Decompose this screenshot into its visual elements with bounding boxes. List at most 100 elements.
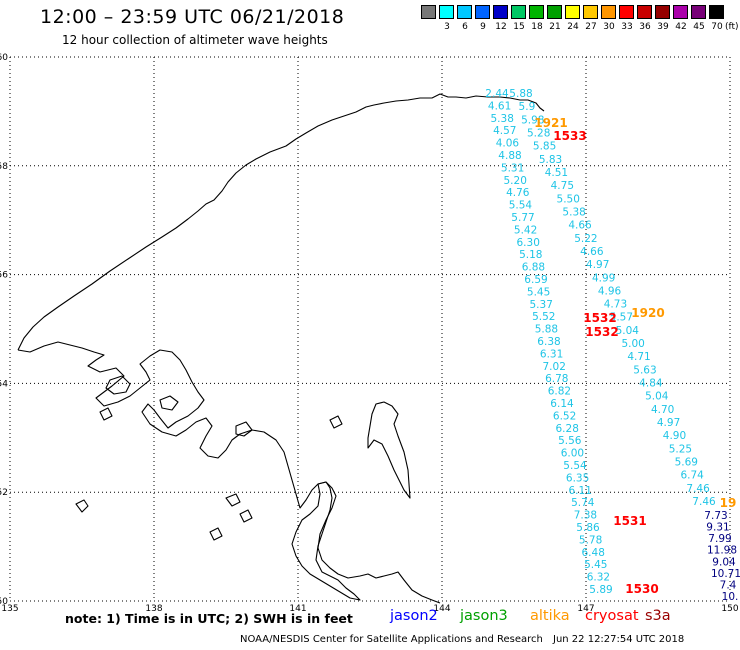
lat-tick-label: 52 <box>0 488 8 498</box>
track-b-value: 4.97 <box>586 259 609 271</box>
scale-swatch <box>619 5 634 19</box>
coastline-sakhalin-south <box>291 481 361 601</box>
scale-swatch <box>421 5 436 19</box>
scale-swatch <box>637 5 652 19</box>
scale-label: 33 <box>621 22 633 32</box>
pass-time-label: 1531 <box>613 514 646 528</box>
lat-tick-label: 58 <box>0 162 8 172</box>
lon-tick-label: 135 <box>1 604 18 614</box>
footer-note: note: 1) Time is in UTC; 2) SWH is in fe… <box>65 611 353 626</box>
island-3 <box>235 421 253 437</box>
track-a-value: 7.38 <box>574 510 597 522</box>
track-b-value: 4.97 <box>657 417 680 429</box>
track-c-value: 9.04 <box>712 556 736 568</box>
track-b-value: 5.69 <box>675 457 698 469</box>
track-a-value: 5.38 <box>491 113 514 125</box>
track-a-value: 6.82 <box>548 386 571 398</box>
island-5 <box>239 509 253 523</box>
track-a-value: 6.78 <box>545 373 568 385</box>
track-a-value: 6.11 <box>569 485 592 497</box>
track-a-value: 5.54 <box>563 460 587 472</box>
track-c-value: 7.73 <box>704 510 727 522</box>
track-a-value: 5.74 <box>571 497 595 509</box>
track-b-value: 5.04 <box>645 391 669 403</box>
track-a-value: 5.77 <box>511 212 534 224</box>
track-a-value: 4.06 <box>496 138 520 150</box>
scale-swatch <box>457 5 472 19</box>
lat-tick-label: 56 <box>0 271 8 281</box>
track-a-value: 4.76 <box>506 187 530 199</box>
track-a-value: 5.45 <box>584 559 607 571</box>
coastline <box>17 93 545 604</box>
track-b-value: 4.75 <box>551 180 574 192</box>
island-9 <box>99 407 113 421</box>
track-b-value: 4.96 <box>598 285 622 297</box>
track-a-value: 5.78 <box>579 534 602 546</box>
track-b-value: 4.90 <box>663 430 686 442</box>
track-a-value: 5.52 <box>532 311 555 323</box>
scale-swatch <box>547 5 562 19</box>
track-b-value: 5.85 <box>533 141 556 153</box>
track-a-value: 5.31 <box>501 162 524 174</box>
track-b-value: 5.57 <box>610 312 633 324</box>
scale-label: 21 <box>549 22 561 32</box>
island-4 <box>225 493 241 507</box>
generated-timestamp: Jun 22 12:27:54 UTC 2018 <box>553 634 685 645</box>
scale-swatch <box>673 5 688 19</box>
altimeter-tracks: 2.444.615.384.574.064.885.315.204.765.54… <box>485 88 740 603</box>
track-b-value: 4.66 <box>568 220 592 232</box>
scale-swatch <box>493 5 508 19</box>
track-c-value: 10.71 <box>711 568 740 580</box>
track-a-value: 6.31 <box>540 348 563 360</box>
scale-label: 18 <box>531 22 543 32</box>
track-a-value: 5.88 <box>535 324 558 336</box>
credit-line: NOAA/NESDIS Center for Satellite Applica… <box>240 634 543 645</box>
track-b-value: 5.28 <box>527 127 550 139</box>
track-a-value: 5.18 <box>519 249 542 261</box>
scale-label: 70 <box>711 22 723 32</box>
satellite-jason3: jason3 <box>460 608 508 624</box>
scale-label: 36 <box>639 22 651 32</box>
track-b-value: 5.50 <box>557 193 580 205</box>
lat-tick-label: 50 <box>0 597 8 607</box>
track-b-value: 7.46 <box>692 496 716 508</box>
track-a-value: 5.45 <box>527 286 550 298</box>
scale-swatch <box>565 5 580 19</box>
satellite-cryosat: cryosat <box>585 608 639 624</box>
island-8 <box>329 415 343 429</box>
pass-time-label: 1532 <box>583 311 616 325</box>
track-a-value: 5.37 <box>530 299 553 311</box>
track-c-value: 11.98 <box>707 545 737 557</box>
track-a-value: 5.20 <box>504 175 527 187</box>
track-b-value: 5.22 <box>574 233 597 245</box>
scale-label: 39 <box>657 22 669 32</box>
scale-label: 3 <box>444 22 450 32</box>
track-a-value: 4.61 <box>488 100 511 112</box>
island-7 <box>209 527 223 541</box>
lon-tick-label: 144 <box>433 604 450 614</box>
island-2 <box>159 395 179 411</box>
track-a-value: 5.42 <box>514 224 537 236</box>
coastline-west-gulf <box>17 341 441 604</box>
scale-label: 24 <box>567 22 579 32</box>
satellite-jason2: jason2 <box>390 608 438 624</box>
track-b-value: 6.74 <box>680 470 704 482</box>
pass-time-label: 1532 <box>585 325 618 339</box>
scale-label: 45 <box>693 22 705 32</box>
pass-time-label: 1533 <box>553 129 586 143</box>
track-c-value: 10. <box>722 591 739 603</box>
track-b-value: 4.51 <box>545 167 568 179</box>
track-a-value: 6.38 <box>537 336 560 348</box>
pass-time-label: 1530 <box>625 582 658 596</box>
track-a-value: 2.44 <box>485 88 509 100</box>
pass-time-label: 1920 <box>631 306 664 320</box>
axis-labels: 135 138 141 144 147 150 60 58 56 54 52 50 <box>0 53 739 614</box>
lon-tick-label: 147 <box>577 604 594 614</box>
lon-tick-label: 141 <box>289 604 306 614</box>
track-b-value: 5.98 <box>521 114 544 126</box>
track-b-value: 5.38 <box>562 206 585 218</box>
track-b-value: 4.70 <box>651 404 674 416</box>
track-b-value: 5.88 <box>509 88 532 100</box>
track-a-value: 7.02 <box>543 361 566 373</box>
